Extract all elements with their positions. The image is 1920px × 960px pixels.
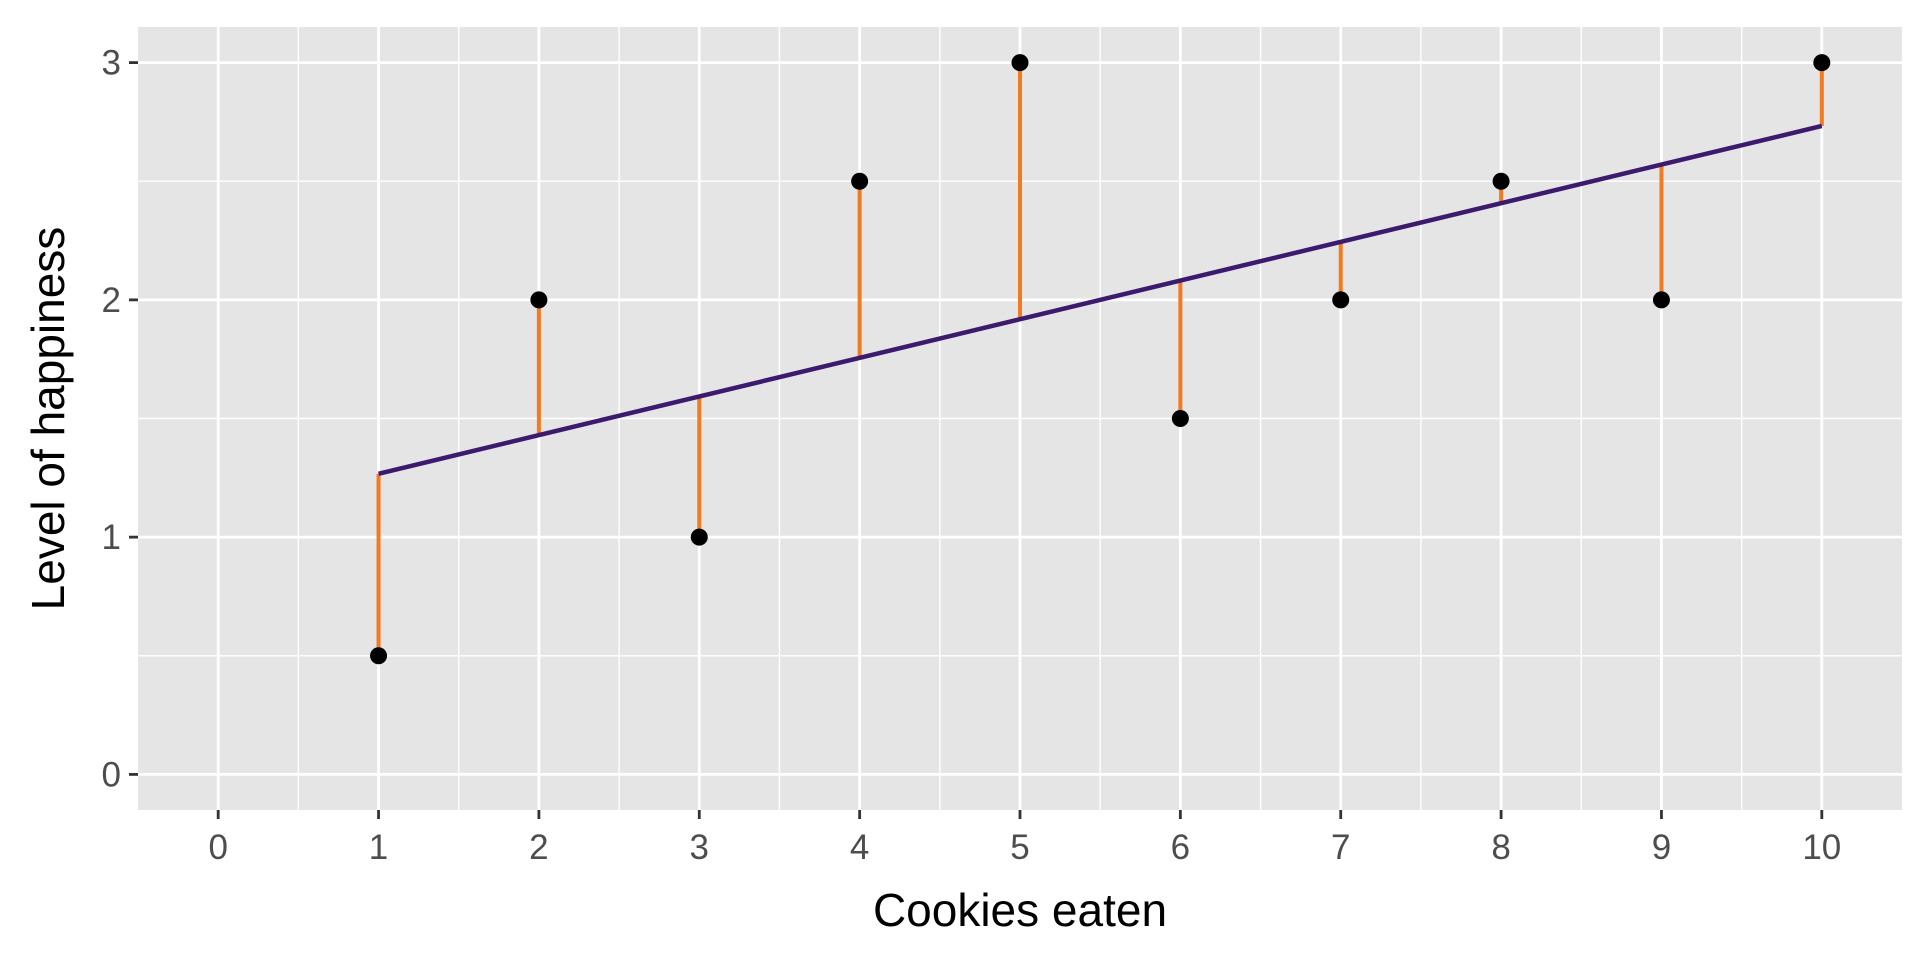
y-tick-label: 3: [102, 44, 121, 83]
x-tick-label: 7: [1331, 828, 1350, 867]
x-tick-label: 0: [208, 828, 227, 867]
axis-ticks: [129, 61, 1824, 819]
regression-line: [378, 123, 1823, 476]
data-point: [530, 291, 548, 309]
data-point: [1492, 172, 1510, 190]
y-tick-label: 1: [102, 518, 121, 557]
regression-line-group: [378, 123, 1823, 476]
data-point: [1332, 291, 1350, 309]
x-axis-title: Cookies eaten: [873, 884, 1167, 936]
x-tick-label: 8: [1491, 828, 1510, 867]
data-point: [851, 172, 869, 190]
x-tick-label: 5: [1010, 828, 1029, 867]
y-axis-title: Level of happiness: [22, 227, 74, 611]
data-point: [1011, 54, 1029, 72]
x-tick-label: 3: [690, 828, 709, 867]
data-point: [1652, 291, 1670, 309]
x-tick-label: 9: [1652, 828, 1671, 867]
x-axis-tick-labels: 0 1 2 3 4 5 6 7 8 9 10: [208, 828, 1841, 867]
x-tick-label: 2: [529, 828, 548, 867]
x-tick-label: 4: [850, 828, 869, 867]
data-points: [370, 54, 1831, 665]
y-tick-label: 2: [102, 281, 121, 320]
x-tick-label: 10: [1802, 828, 1841, 867]
data-point: [370, 647, 388, 665]
data-point: [690, 528, 708, 546]
residual-segments: [376, 62, 1824, 656]
x-tick-label: 1: [369, 828, 388, 867]
x-tick-label: 6: [1171, 828, 1190, 867]
y-tick-label: 0: [102, 755, 121, 794]
data-point: [1813, 54, 1831, 72]
data-point: [1171, 410, 1189, 427]
y-axis-tick-labels: 0 1 2 3: [102, 44, 121, 795]
